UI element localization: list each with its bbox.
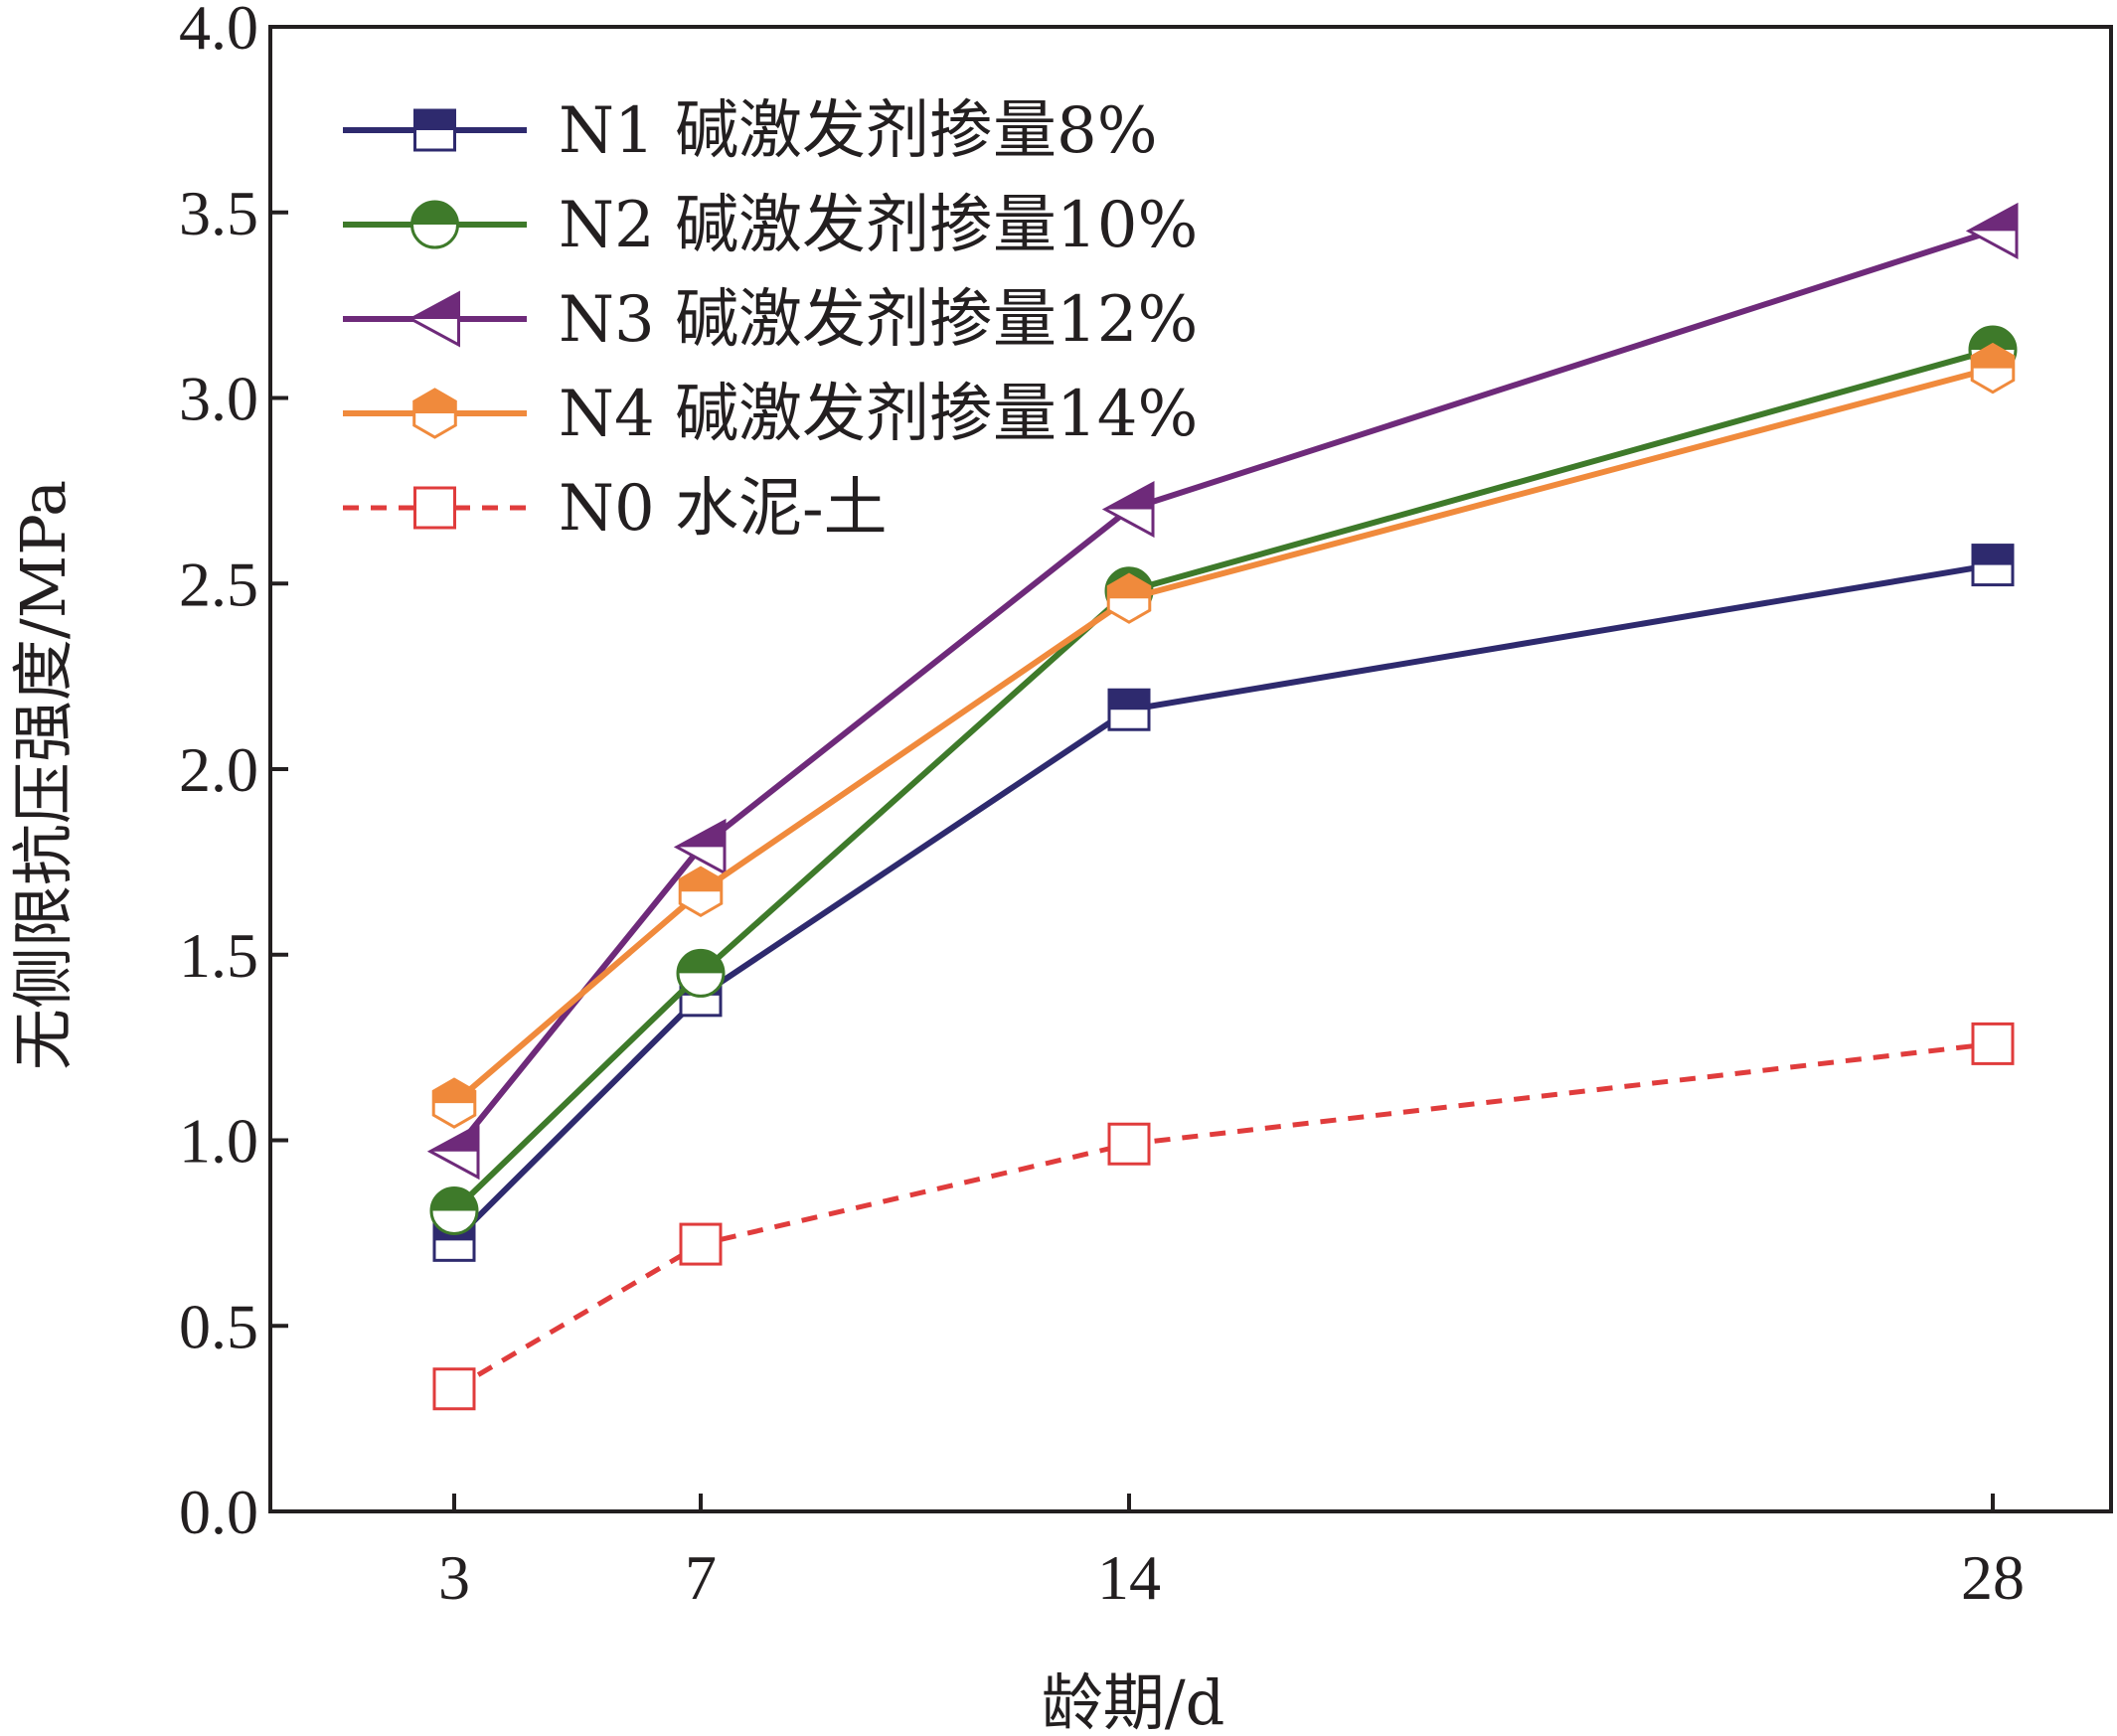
series-4	[431, 342, 2016, 1129]
y-tick-label: 3.0	[179, 364, 258, 434]
data-point	[1107, 1122, 1151, 1166]
series-2	[429, 325, 2018, 1235]
series-line	[452, 1040, 1994, 1391]
legend-item: N0 水泥-土	[343, 472, 888, 546]
y-axis: 0.0 0.5 1.0 1.5 2.0 2.5 3.0 3.5 4.0	[179, 0, 288, 1547]
legend-marker	[412, 388, 457, 439]
series-layer	[426, 202, 2019, 1411]
y-tick-label: 0.0	[179, 1477, 258, 1547]
x-tick-label: 7	[685, 1542, 717, 1613]
data-point	[431, 1077, 477, 1129]
legend-item: N4 碱激发剂掺量14%	[343, 378, 1198, 451]
data-point	[1107, 688, 1151, 731]
legend-item: N3 碱激发剂掺量12%	[343, 283, 1198, 357]
data-point	[673, 818, 727, 875]
y-tick-label: 4.0	[179, 0, 258, 63]
y-tick-label: 2.5	[179, 549, 258, 619]
legend: N1 碱激发剂掺量8% N2 碱激发剂掺量10% N3 碱激发剂掺量12% N4 碱激…	[343, 94, 1198, 546]
data-point	[1106, 572, 1152, 624]
data-point	[679, 1222, 723, 1266]
y-tick-label: 1.0	[179, 1106, 258, 1177]
series-5	[432, 1022, 2015, 1411]
data-point	[676, 948, 726, 998]
legend-label: N0 水泥-土	[559, 472, 888, 546]
data-point	[426, 1123, 480, 1181]
y-tick-label: 1.5	[179, 920, 258, 991]
legend-label: N3 碱激发剂掺量12%	[559, 283, 1198, 357]
y-tick-label: 3.5	[179, 178, 258, 248]
legend-marker	[413, 108, 456, 152]
legend-marker	[413, 486, 456, 530]
x-axis: 3 7 14 28	[438, 1494, 2025, 1613]
data-point	[1971, 544, 2015, 587]
legend-marker	[410, 200, 459, 249]
y-tick-label: 0.5	[179, 1291, 258, 1361]
legend-label: N2 碱激发剂掺量10%	[559, 189, 1198, 262]
data-point	[1970, 342, 2016, 395]
data-point	[1101, 481, 1155, 539]
data-point	[1971, 1022, 2015, 1065]
data-point	[432, 1367, 476, 1411]
legend-label: N1 碱激发剂掺量8%	[559, 94, 1158, 168]
series-1	[432, 544, 2015, 1262]
data-point	[1965, 202, 2019, 259]
y-axis-title: 无侧限抗压强度/MPa	[7, 480, 80, 1070]
x-tick-label: 28	[1961, 1542, 2025, 1613]
legend-marker	[407, 290, 460, 348]
series-line	[451, 561, 1994, 1243]
y-tick-label: 2.0	[179, 734, 258, 805]
series-line	[452, 365, 1994, 1106]
x-tick-label: 14	[1097, 1542, 1161, 1613]
x-tick-label: 3	[438, 1542, 470, 1613]
data-point	[429, 1185, 479, 1235]
series-line	[451, 347, 1994, 1213]
legend-item: N1 碱激发剂掺量8%	[343, 94, 1158, 168]
data-point	[678, 866, 724, 917]
x-axis-title: 龄期/d	[1042, 1666, 1225, 1736]
legend-item: N2 碱激发剂掺量10%	[343, 189, 1198, 262]
legend-label: N4 碱激发剂掺量14%	[559, 378, 1198, 451]
